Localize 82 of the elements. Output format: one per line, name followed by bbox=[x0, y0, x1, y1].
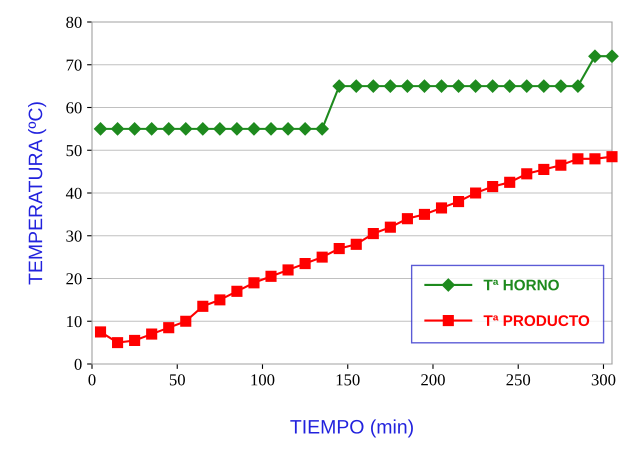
y-axis-title: TEMPERATURA (ºC) bbox=[28, 102, 46, 285]
point bbox=[129, 334, 140, 346]
point bbox=[248, 277, 260, 288]
point bbox=[520, 80, 534, 93]
point bbox=[265, 270, 277, 282]
point bbox=[146, 328, 158, 340]
y-tick-label: 40 bbox=[66, 188, 82, 199]
point bbox=[316, 252, 328, 263]
y-tick-label: 60 bbox=[66, 102, 82, 114]
x-tick-label: 100 bbox=[251, 374, 274, 386]
point bbox=[300, 258, 311, 270]
point bbox=[145, 122, 158, 136]
point bbox=[418, 80, 432, 93]
point bbox=[402, 213, 413, 224]
point bbox=[436, 202, 448, 214]
x-tick-label: 0 bbox=[88, 374, 96, 386]
point bbox=[316, 122, 329, 136]
point bbox=[588, 50, 602, 63]
point bbox=[470, 187, 482, 199]
point bbox=[537, 80, 550, 93]
point bbox=[180, 316, 192, 327]
point bbox=[589, 153, 601, 164]
y-tick-label: 80 bbox=[66, 16, 82, 28]
point bbox=[538, 164, 550, 176]
point bbox=[486, 80, 500, 93]
x-tick-label: 300 bbox=[592, 374, 616, 386]
point bbox=[350, 80, 363, 93]
point bbox=[572, 153, 584, 164]
point bbox=[281, 122, 295, 136]
point bbox=[434, 80, 448, 93]
point bbox=[605, 50, 619, 63]
point bbox=[94, 326, 106, 338]
y-tick-label: 50 bbox=[66, 144, 82, 156]
point bbox=[282, 264, 294, 276]
x-tick-label: 150 bbox=[336, 374, 360, 386]
point bbox=[231, 286, 242, 297]
point bbox=[521, 168, 532, 180]
point bbox=[112, 337, 124, 348]
point bbox=[334, 243, 345, 254]
point bbox=[384, 222, 396, 233]
point bbox=[418, 208, 430, 220]
y-tick-label: 70 bbox=[66, 59, 82, 71]
point bbox=[606, 151, 618, 162]
point bbox=[366, 80, 380, 93]
point bbox=[368, 228, 379, 240]
point bbox=[384, 80, 397, 93]
point bbox=[350, 238, 362, 250]
point bbox=[128, 122, 142, 136]
point bbox=[213, 122, 226, 136]
x-tick-label: 250 bbox=[506, 374, 530, 386]
point bbox=[247, 122, 261, 136]
legend-label: Tª HORNO bbox=[484, 280, 559, 290]
point bbox=[554, 80, 568, 93]
point bbox=[264, 122, 278, 136]
point bbox=[487, 181, 498, 192]
legend-label: Tª PRODUCTO bbox=[484, 315, 590, 326]
y-tick-label: 10 bbox=[67, 316, 82, 328]
y-tick-label: 30 bbox=[66, 230, 82, 242]
point bbox=[400, 80, 414, 93]
point bbox=[163, 322, 174, 334]
point bbox=[230, 122, 244, 136]
x-tick-label: 50 bbox=[170, 374, 185, 386]
point bbox=[162, 122, 176, 136]
y-tick-label: 0 bbox=[74, 358, 82, 370]
point bbox=[196, 122, 210, 136]
point bbox=[110, 122, 124, 136]
point bbox=[298, 122, 312, 136]
point bbox=[179, 122, 192, 136]
point bbox=[504, 176, 516, 188]
point bbox=[452, 80, 466, 93]
point bbox=[214, 294, 226, 306]
point bbox=[503, 80, 516, 93]
point bbox=[571, 80, 584, 93]
x-axis-title: TIEMPO (min) bbox=[290, 419, 413, 438]
point bbox=[453, 196, 464, 208]
x-tick-label: 200 bbox=[421, 374, 445, 386]
y-tick-label: 20 bbox=[66, 273, 82, 284]
point bbox=[469, 80, 482, 93]
point bbox=[94, 122, 108, 136]
point bbox=[197, 300, 208, 312]
point bbox=[555, 160, 566, 171]
point bbox=[332, 80, 346, 93]
